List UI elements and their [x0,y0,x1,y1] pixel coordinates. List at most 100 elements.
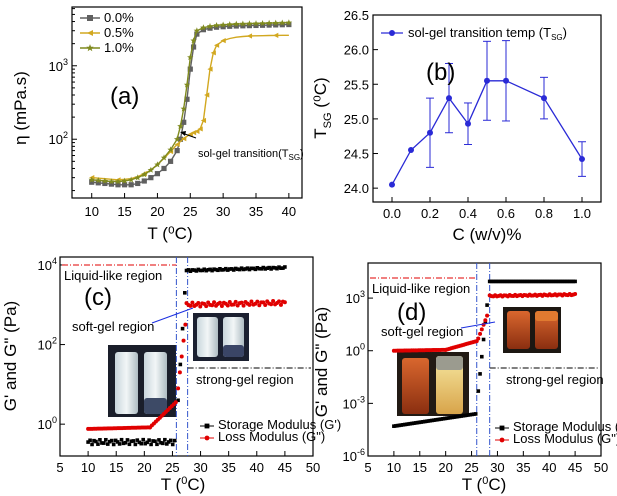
panel-a-data-point [148,175,154,181]
panel-d-data-point [566,279,570,284]
panel-d-legend-label: Loss Modulus (G") [513,431,617,446]
panel-d-data-point [430,418,434,423]
panel-d-data-point [524,279,528,284]
panel-a-data-point [240,23,246,29]
panel-a-data-point [253,22,259,29]
panel-d-x-tick-label: 20 [438,460,452,475]
panel-c-data-point [243,267,248,271]
panel-d-data-point [478,331,483,336]
panel-c-data-point [166,440,171,444]
panel-a-data-point [180,105,187,112]
panel-a-data-point [114,178,122,185]
panel-c-data-point [92,438,96,443]
panel-a-data-point [161,165,167,172]
panel-c-data-point [239,266,244,270]
panel-c-legend-label: Loss Modulus (G") [218,429,325,444]
panel-c-data-point [225,303,230,308]
panel-c: 5 10 15 20 25 30 35 40 45 50 100 102 104 Liquid-like… [1,256,341,494]
panel-d-data-point [511,279,516,284]
panel-a-data-point [210,50,216,56]
panel-b-ticks: 0.0 0.2 0.4 0.6 0.8 1.0 24.0 24.5 25.0 25.5 26.0 26… [344,8,591,221]
panel-b-y-tick-label: 24.0 [344,181,369,196]
panel-c-data-point [200,268,205,273]
panel-b-data-point [541,95,547,102]
panel-c-data-point [198,304,203,309]
panel-d-data-point [520,279,525,284]
panel-a-data-point [207,25,213,31]
panel-c-x-tick-label: 35 [221,460,235,475]
panel-c-data-point [133,442,138,447]
panel-b: 0.0 0.2 0.4 0.6 0.8 1.0 24.0 24.5 25.0 25.5 26.0 26… [311,8,602,244]
panel-c-data-point [220,268,224,272]
panel-a-legend-label: 1.0% [104,40,134,55]
panel-c-x-tick-label: 15 [109,460,123,475]
panel-d-data-point [444,416,449,421]
panel-d-data-point [544,279,548,284]
panel-c-data-point [177,370,182,375]
panel-d-xlabel: T (0C) [462,475,507,494]
panel-c-data-point [271,299,276,304]
panel-d-data-point [569,279,574,284]
panel-c-data-point [239,300,244,305]
panel-a-data-point [285,19,293,26]
panel-b-x-tick-label: 0.6 [497,206,515,221]
panel-d-data-point [546,279,550,284]
panel-a-data-point [246,33,253,39]
panel-d-data-point [472,412,476,416]
panel-c-legend: Storage Modulus (G')Loss Modulus (G") [200,417,341,444]
panel-c-data-point [212,267,216,271]
panel-d-x-tick-label: 45 [568,460,582,475]
panel-c-data-point [226,268,230,272]
panel-a-data-point [204,92,210,98]
panel-d-data-point [439,417,443,421]
panel-c-regions: Liquid-like region soft-gel region strong-… [62,264,311,387]
panel-c-y-tick-label: 100 [38,415,57,432]
panel-c-data-point [113,438,118,443]
panel-d-plot-frame [367,262,602,457]
panel-c-data-point [208,267,212,272]
panel-c-data-point [227,267,232,271]
panel-c-data-point [104,437,108,442]
panel-c-soft-region-label: soft-gel region [72,319,154,334]
panel-d-data-point [424,419,429,424]
panel-b-data-point [389,181,395,188]
panel-a-data-point [190,37,197,44]
panel-d-vial-4-top [535,311,558,321]
panel-c-data-point [219,304,224,309]
panel-d-x-tick-label: 25 [464,460,478,475]
panel-a-x-tick-label: 15 [117,204,131,219]
panel-c-data-point [119,437,124,442]
panel-c-data-point [237,267,242,272]
panel-d-x-tick-label: 10 [387,460,401,475]
panel-c-data-point [231,268,236,272]
panel-a-x-tick-label: 40 [282,204,296,219]
panel-a-legend-marker [87,15,93,21]
panel-d-data-point [496,279,501,284]
panel-c-data-point [183,291,187,295]
panel-a-legend-marker [86,44,94,52]
panel-d-ylabel: G' and G" (Pa) [312,307,331,417]
panel-d-x-tick-label: 40 [542,460,556,475]
panel-b-plot-frame [372,14,602,203]
panel-a-data-point [134,174,141,181]
panel-b-y-tick-label: 25.5 [344,77,369,92]
panel-a-data-point [279,22,285,28]
panel-c-data-point [212,300,217,305]
panel-b-x-tick-label: 0.8 [535,206,553,221]
panel-c-vial-3 [197,317,218,357]
panel-c-data-point [241,303,246,308]
panel-d-legend: Storage Modulus (G')Loss Modulus (G") [495,419,617,446]
panel-b-data-point [484,77,490,84]
panel-d-data-point [448,415,453,420]
panel-d-data-point [489,279,494,284]
panel-b-y-tick-label: 26.0 [344,43,369,58]
panel-a-data-point [207,66,213,72]
panel-c-data-point [196,267,201,272]
panel-d-ticks: 5 10 15 20 25 30 35 40 45 50 10-6 10-3 100 103 [343,289,609,475]
panel-d-vial-2 [436,356,463,414]
panel-a-data-point [101,177,109,184]
panel-d-data-point [529,279,534,284]
panel-d-data-point [461,414,465,418]
panel-a-data-point [200,24,207,31]
panel-c-data-point [141,437,146,442]
